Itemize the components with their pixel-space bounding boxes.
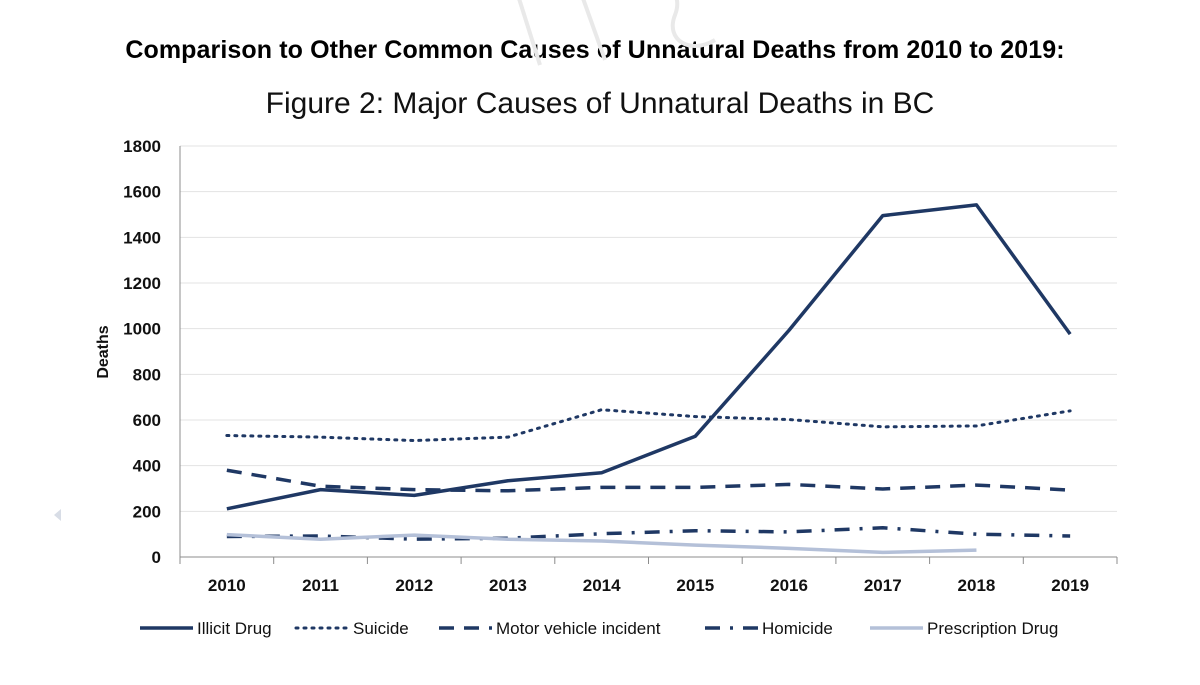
y-tick-label: 200	[133, 502, 161, 521]
series-line-prescription-drug	[226, 532, 977, 555]
x-tick-label: 2010	[208, 576, 246, 595]
legend-label: Prescription Drug	[927, 619, 1058, 638]
y-tick-label: 800	[133, 365, 161, 384]
legend-label: Motor vehicle incident	[496, 619, 661, 638]
y-tick-labels: 0 200 400 600 800 1000 1200 1400 1600 1800	[123, 137, 161, 567]
x-tick-label: 2013	[489, 576, 527, 595]
legend-label: Suicide	[353, 619, 409, 638]
series-line-illicit-drug	[226, 203, 1072, 511]
series-line-suicide	[225, 408, 1072, 443]
y-tick-label: 400	[133, 457, 161, 476]
x-tick-label: 2017	[864, 576, 902, 595]
axes	[179, 146, 1118, 564]
y-tick-label: 1000	[123, 320, 161, 339]
series-line-motor-vehicle-incident	[226, 468, 1071, 493]
legend: Illicit Drug Suicide Motor vehicle inciden…	[140, 619, 1058, 638]
legend-label: Illicit Drug	[197, 619, 272, 638]
x-tick-label: 2011	[302, 576, 339, 595]
x-tick-labels: 2010 2011 2012 2013 2014 2015 2016 2017 2018 2019	[208, 576, 1089, 595]
x-tick-label: 2019	[1051, 576, 1089, 595]
x-tick-label: 2012	[395, 576, 433, 595]
y-tick-label: 1400	[123, 228, 161, 247]
y-tick-label: 600	[133, 411, 161, 430]
chart-title: Figure 2: Major Causes of Unnatural Deat…	[266, 87, 935, 120]
y-tick-label: 0	[152, 548, 161, 567]
left-arrow-icon	[54, 509, 61, 521]
x-tick-label: 2014	[583, 576, 621, 595]
x-tick-label: 2015	[676, 576, 714, 595]
y-tick-label: 1600	[123, 183, 161, 202]
legend-label: Homicide	[762, 619, 833, 638]
y-tick-label: 1200	[123, 274, 161, 293]
y-axis-label: Deaths	[95, 325, 112, 378]
grid-lines	[180, 145, 1117, 512]
y-tick-label: 1800	[123, 137, 161, 156]
x-tick-label: 2016	[770, 576, 808, 595]
series-lines	[225, 203, 1072, 555]
x-tick-label: 2018	[958, 576, 996, 595]
